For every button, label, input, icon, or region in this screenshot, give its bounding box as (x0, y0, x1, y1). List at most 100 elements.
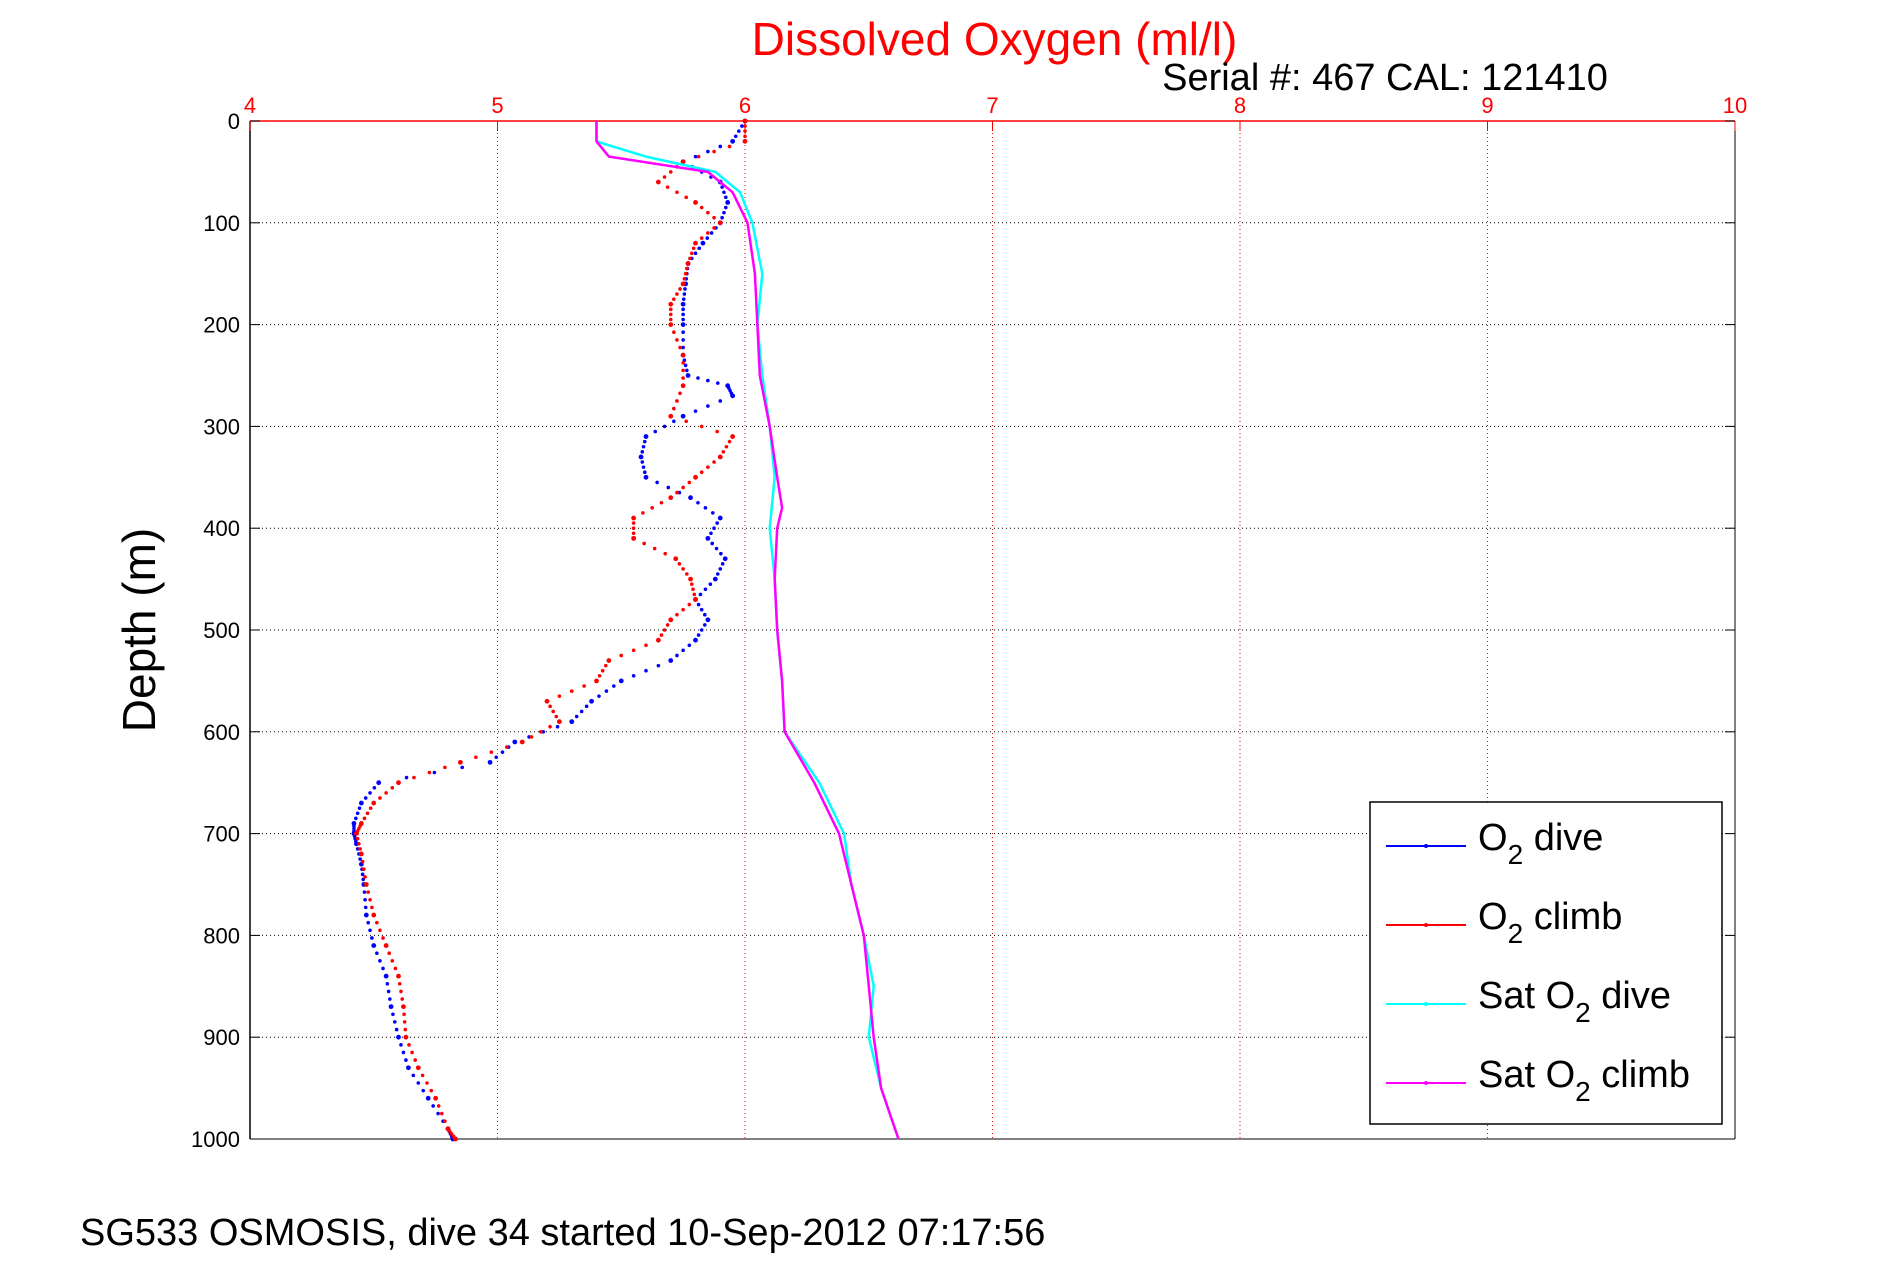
data-point (668, 312, 673, 317)
data-point (399, 1043, 403, 1047)
data-point (721, 450, 726, 454)
data-point (718, 144, 723, 149)
data-point (703, 506, 708, 510)
data-point (712, 215, 716, 220)
data-point (693, 409, 698, 413)
data-point (659, 633, 664, 637)
data-point (678, 345, 682, 350)
legend-label: O2 climb (1478, 896, 1622, 949)
data-point (404, 775, 409, 780)
data-point (678, 391, 682, 396)
data-point (691, 246, 696, 251)
data-point (693, 200, 698, 205)
data-point (656, 663, 661, 668)
data-point (675, 338, 679, 342)
data-point (675, 292, 679, 296)
data-point (687, 480, 692, 485)
data-point (401, 1004, 406, 1010)
data-point (665, 623, 670, 627)
data-point (631, 648, 636, 653)
data-point (699, 628, 704, 632)
data-point (668, 170, 673, 174)
data-point (529, 735, 534, 739)
data-point (715, 572, 720, 576)
data-point (368, 806, 373, 810)
data-point (400, 997, 405, 1001)
data-point (715, 521, 719, 525)
data-point (402, 1012, 406, 1017)
data-point (712, 149, 716, 154)
y-tick-label: 1000 (191, 1127, 240, 1152)
data-point (427, 770, 432, 775)
data-point (604, 689, 609, 693)
data-point (689, 251, 694, 256)
data-point (396, 780, 401, 786)
data-point (689, 582, 694, 586)
data-point (706, 231, 710, 235)
data-point (412, 775, 416, 780)
data-point (548, 724, 552, 729)
data-point (410, 1050, 414, 1055)
data-point (429, 1088, 434, 1093)
data-point (432, 770, 437, 775)
data-point (714, 546, 719, 551)
data-point (366, 890, 370, 894)
data-point (688, 495, 693, 501)
series-line (595, 121, 900, 1140)
data-point (720, 562, 725, 566)
data-point (354, 816, 358, 821)
data-point (706, 210, 710, 215)
data-point (682, 292, 687, 296)
data-point (366, 920, 370, 925)
axes-layer (249, 120, 1736, 1140)
data-point (413, 1058, 418, 1062)
data-point (680, 352, 686, 358)
footer-caption: SG533 OSMOSIS, dive 34 started 10-Sep-20… (80, 1212, 1046, 1254)
data-point (420, 1073, 425, 1078)
data-point (512, 739, 518, 745)
data-point (706, 465, 710, 469)
data-point (677, 490, 682, 495)
data-point (710, 541, 715, 546)
data-point (396, 1034, 401, 1040)
data-point (685, 266, 689, 271)
y-tick-label: 500 (203, 618, 240, 643)
data-point (730, 138, 736, 144)
data-point (719, 551, 723, 556)
data-point (371, 800, 377, 806)
data-point (717, 454, 723, 460)
data-point (579, 709, 584, 714)
data-point (362, 867, 366, 872)
data-point (712, 460, 716, 464)
data-point (693, 637, 698, 643)
data-point (685, 368, 689, 373)
legend-marker (1424, 1081, 1428, 1085)
data-point (584, 704, 589, 709)
data-point (709, 231, 714, 235)
data-point (383, 943, 389, 948)
data-point (699, 470, 704, 475)
data-point (370, 936, 374, 940)
data-point (668, 658, 674, 663)
y-tick-label: 200 (203, 313, 240, 338)
data-point (644, 643, 648, 648)
data-point (407, 1043, 411, 1047)
data-point (680, 383, 686, 389)
data-point (589, 698, 594, 704)
y-tick-label: 100 (203, 211, 240, 236)
data-point (363, 897, 367, 902)
data-point (693, 240, 698, 246)
data-point (672, 419, 676, 424)
data-point (539, 730, 543, 734)
data-point (666, 485, 671, 490)
data-point (392, 1020, 397, 1024)
data-point (606, 658, 612, 663)
data-point (460, 765, 465, 770)
data-point (743, 129, 747, 133)
data-point (375, 920, 379, 925)
data-point (541, 730, 546, 734)
x-tick-label: 7 (986, 93, 998, 118)
x-tick-label: 5 (491, 93, 503, 118)
data-point (718, 399, 723, 403)
data-point (642, 439, 647, 444)
